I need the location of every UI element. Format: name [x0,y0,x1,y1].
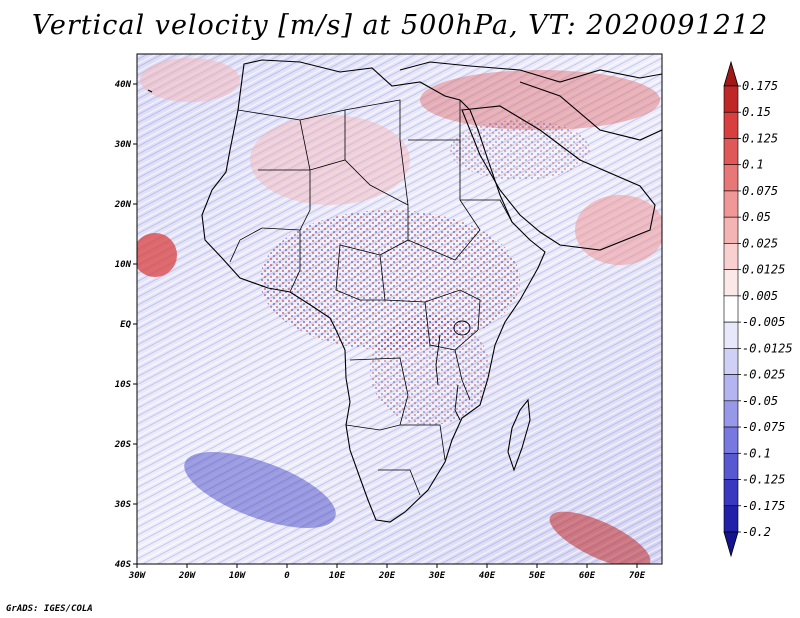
colorbar-label: 0.075 [742,184,778,198]
lon-tick-label: 30W [128,571,147,581]
lon-tick-label: 60E [579,571,596,581]
colorbar-label: -0.125 [742,473,785,487]
map-panel [137,54,662,564]
colorbar-swatch [723,452,739,480]
colorbar-swatch [723,138,739,166]
colorbar-label: 0.125 [742,131,778,145]
colorbar-label: 0.1 [742,158,764,172]
lakes [435,320,471,421]
colorbar-swatch [723,243,739,270]
colorbar-swatch [723,426,739,454]
colorbar-label: -0.1 [742,446,771,460]
colorbar-label: 0.05 [742,210,771,224]
lon-tick-label: 50E [529,571,546,581]
colorbar-top-arrow [723,60,739,87]
colorbar-label: -0.175 [742,499,785,513]
lon-tick-label: 40E [479,571,496,581]
country-borders [229,99,513,496]
colorbar-label: 0.15 [742,105,771,119]
colorbar-label: 0.025 [742,236,778,250]
colorbar-label: 0.175 [742,79,778,93]
lon-tick-label: 20W [178,571,197,581]
colorbar-swatch [723,321,739,349]
colorbar-swatch [723,216,739,244]
lon-tick-label: 30E [428,571,446,581]
colorbar-label: -0.005 [742,315,785,329]
colorbar-label: 0.0125 [742,263,785,277]
colorbar-swatch [723,269,739,297]
colorbar-swatch [723,479,739,507]
colorbar-swatch [723,505,739,533]
colorbar-swatch [723,190,739,218]
lat-tick-label: 10S [115,380,132,390]
colorbar-bottom-arrow [723,531,739,558]
lon-tick-label: 20E [378,571,396,581]
lat-tick-label: 40S [115,560,132,570]
colorbar-swatch [723,164,739,192]
coastlines [147,59,662,523]
colorbar-swatch [723,400,739,428]
lon-tick-label: 10E [329,571,346,581]
lat-tick-label: 20N [114,200,132,210]
map-title: Vertical velocity [m/s] at 500hPa, VT: 2… [31,10,769,41]
lat-tick-label: EQ [120,320,131,330]
colorbar-label: -0.075 [742,420,785,434]
lat-tick-label: 10N [115,260,132,270]
colorbar-label: -0.025 [742,368,785,382]
colorbar-swatch [723,374,739,402]
colorbar-swatch [723,295,739,323]
lat-tick-label: 20S [114,440,132,450]
latitude-axis: 40N 30N 20N 10N EQ 10S 20S 30S 40S [114,80,137,570]
longitude-axis: 30W 20W 10W 0 10E 20E 30E 40E 50E 60E 70E [128,564,646,581]
colorbar-label: -0.2 [742,525,771,539]
colorbar-label: 0.005 [742,289,778,303]
colorbar: 0.175 0.15 0.125 0.1 0.075 0.05 0.025 0.0125 0.0… [723,60,793,558]
lat-tick-label: 40N [115,80,132,90]
lat-tick-label: 30S [114,500,132,510]
lon-tick-label: 10W [229,571,247,581]
colorbar-swatch [723,111,739,139]
grads-credit: GrADS: IGES/COLA [6,604,93,614]
colorbar-swatch [723,85,739,113]
colorbar-label: -0.0125 [742,341,793,355]
lon-tick-label: 0 [284,571,290,581]
lat-tick-label: 30N [114,140,132,150]
colorbar-label: -0.05 [742,394,778,408]
lon-tick-label: 70E [629,571,646,581]
map-frame [136,53,663,565]
colorbar-swatch [723,348,739,375]
